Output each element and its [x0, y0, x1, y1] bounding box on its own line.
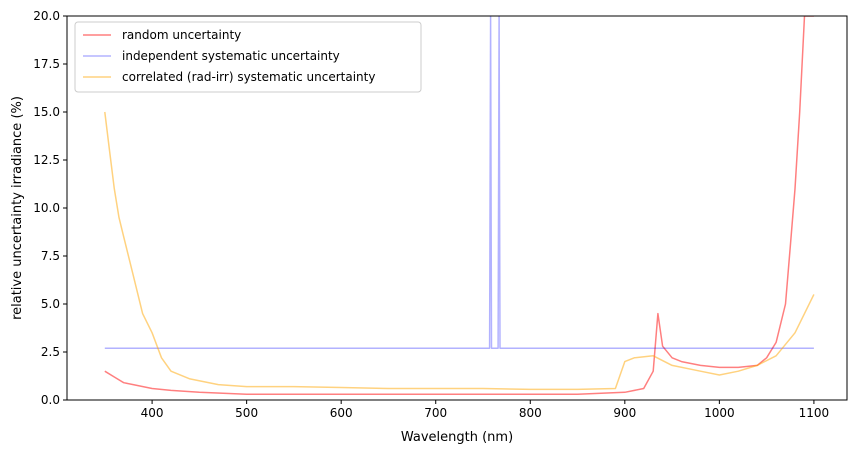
y-tick-label: 12.5 [33, 153, 60, 167]
x-tick-label: 500 [235, 406, 258, 420]
legend-label-2: correlated (rad-irr) systematic uncertai… [122, 70, 375, 84]
x-tick-label: 700 [424, 406, 447, 420]
x-tick-label: 900 [613, 406, 636, 420]
x-axis-label: Wavelength (nm) [401, 430, 513, 445]
y-tick-label: 17.5 [33, 57, 60, 71]
series-line-1 [104, 16, 814, 349]
legend: random uncertainty independent systematic… [74, 21, 422, 93]
y-axis: 0.0 2.5 5.0 7.5 10.0 12.5 15.0 17.5 20.0 [33, 9, 67, 407]
y-tick-label: 5.0 [41, 297, 60, 311]
legend-box [74, 21, 422, 93]
x-tick-label: 600 [330, 406, 353, 420]
x-tick-label: 1000 [704, 406, 735, 420]
y-tick-label: 10.0 [33, 201, 60, 215]
legend-label-0: random uncertainty [122, 28, 241, 42]
y-tick-label: 2.5 [41, 345, 60, 359]
y-tick-label: 20.0 [33, 9, 60, 23]
y-tick-label: 0.0 [41, 393, 60, 407]
legend-label-1: independent systematic uncertainty [122, 49, 340, 63]
x-tick-label: 800 [519, 406, 542, 420]
series-line-0 [104, 16, 814, 395]
x-tick-label: 1100 [799, 406, 830, 420]
x-tick-label: 400 [141, 406, 164, 420]
y-tick-label: 15.0 [33, 105, 60, 119]
series-line-2 [104, 111, 815, 391]
y-axis-label: relative uncertainty irradiance (%) [10, 96, 25, 320]
series-layer [104, 16, 815, 395]
y-tick-label: 7.5 [41, 249, 60, 263]
x-axis: 400 500 600 700 800 900 1000 1100 [141, 400, 830, 420]
